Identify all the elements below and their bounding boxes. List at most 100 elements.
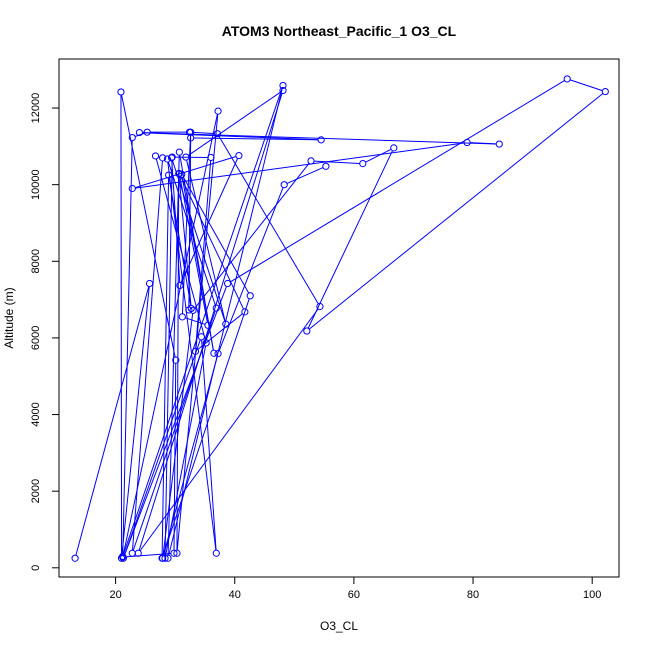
series-segment xyxy=(167,155,180,556)
data-point xyxy=(246,292,254,300)
data-point xyxy=(128,549,136,557)
series-segment xyxy=(167,162,217,551)
data-point xyxy=(204,321,212,329)
series-segment xyxy=(179,155,214,351)
x-tick-label: 80 xyxy=(467,589,479,601)
data-point xyxy=(390,144,398,152)
series-segment xyxy=(365,148,392,163)
series-segment xyxy=(180,158,239,283)
data-point xyxy=(168,154,176,162)
series-segment xyxy=(194,163,310,309)
data-point xyxy=(279,86,287,95)
series-segment xyxy=(123,88,283,554)
series-segment xyxy=(121,94,176,358)
data-point xyxy=(189,306,197,314)
data-point xyxy=(212,304,220,312)
data-point xyxy=(563,75,571,83)
data-point xyxy=(303,327,311,335)
data-point xyxy=(207,153,215,162)
series-segment xyxy=(172,160,226,322)
series-segment xyxy=(186,159,226,322)
data-point xyxy=(307,157,315,165)
data-point xyxy=(280,181,288,189)
series-segment xyxy=(164,160,173,556)
series-segment xyxy=(569,79,603,92)
data-point xyxy=(175,148,183,156)
series-segment xyxy=(122,114,218,555)
data-point xyxy=(159,554,167,562)
series-segment xyxy=(155,158,206,341)
series-segment xyxy=(120,95,123,556)
data-point xyxy=(178,313,186,321)
data-point xyxy=(463,138,471,147)
series-segment xyxy=(218,187,284,351)
data-point xyxy=(210,349,218,357)
data-point xyxy=(170,549,178,557)
series-segment xyxy=(182,176,250,294)
data-point xyxy=(187,128,195,136)
data-point xyxy=(117,88,125,96)
series-segment xyxy=(188,91,281,156)
series-segment xyxy=(308,93,604,330)
data-point xyxy=(224,279,232,288)
y-tick-label: 12000 xyxy=(30,93,42,124)
series-segment xyxy=(161,178,170,556)
data-point xyxy=(222,320,230,328)
data-point xyxy=(212,549,220,557)
data-point xyxy=(197,333,205,341)
data-point xyxy=(135,128,144,137)
series-segment xyxy=(314,160,360,164)
data-point xyxy=(143,128,151,136)
data-point xyxy=(322,162,330,170)
x-tick-label: 60 xyxy=(348,589,360,601)
data-point xyxy=(182,153,190,161)
series-segment xyxy=(162,298,250,556)
series-segment xyxy=(162,313,194,556)
x-axis: 20 40 60 80 100 xyxy=(109,577,601,601)
data-point xyxy=(172,356,180,364)
series-segment xyxy=(142,132,319,141)
data-point xyxy=(175,169,183,178)
series-segment xyxy=(123,339,201,556)
data-point xyxy=(159,154,167,162)
series-segment xyxy=(185,317,206,325)
series-segment xyxy=(135,155,237,189)
data-point xyxy=(165,171,173,179)
series-segment xyxy=(132,160,163,551)
y-tick-label: 6000 xyxy=(30,326,42,350)
series-segment xyxy=(122,140,133,554)
data-point xyxy=(161,554,169,562)
series-segment xyxy=(193,137,319,141)
series-segment xyxy=(167,161,216,306)
series-segment xyxy=(165,345,207,556)
series-segment xyxy=(139,308,319,552)
data-point xyxy=(241,308,249,316)
series-segment xyxy=(188,135,192,307)
series-segment xyxy=(229,80,565,283)
x-tick-label: 100 xyxy=(583,589,601,601)
series-segment xyxy=(307,150,393,329)
series-segment xyxy=(218,136,319,305)
series-segment xyxy=(192,131,215,135)
data-point xyxy=(214,350,222,358)
x-tick-label: 20 xyxy=(109,589,121,601)
y-tick-label: 8000 xyxy=(30,249,42,273)
chart-title: ATOM3 Northeast_Pacific_1 O3_CL xyxy=(222,23,457,39)
data-point xyxy=(151,152,160,160)
series-segment xyxy=(195,160,212,349)
series-segment xyxy=(286,167,324,184)
data-point xyxy=(145,279,154,288)
series-segment xyxy=(168,88,283,556)
series-segment xyxy=(171,160,181,283)
series-segment xyxy=(121,286,150,556)
data-point xyxy=(119,554,127,562)
data-point xyxy=(128,184,136,193)
data-point xyxy=(359,160,367,168)
series-segment xyxy=(135,142,465,189)
data-point xyxy=(495,140,503,148)
data-point xyxy=(316,302,324,311)
data-point xyxy=(601,87,609,96)
y-axis: 0 2000 4000 6000 8000 10000 12000 xyxy=(30,93,59,571)
data-point xyxy=(202,339,210,347)
